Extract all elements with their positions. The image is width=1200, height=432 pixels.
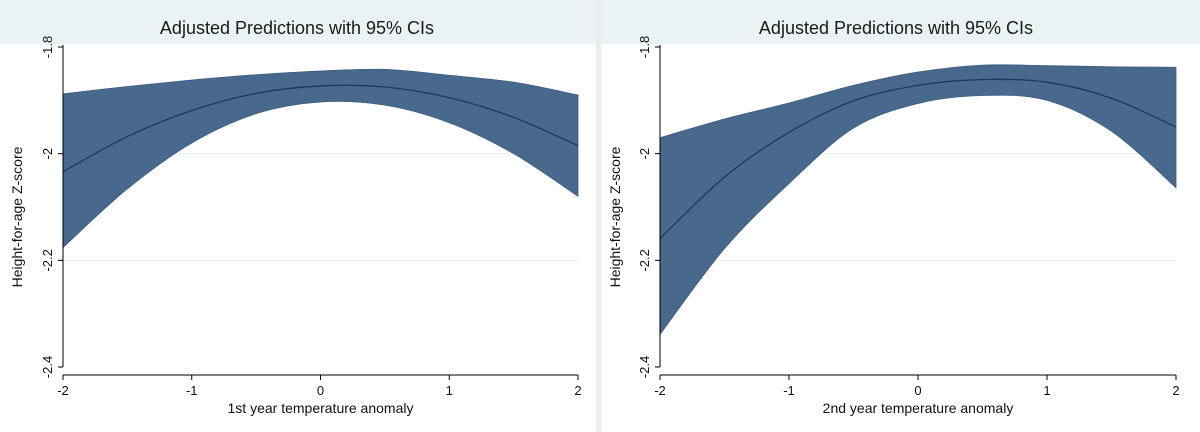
x-tick-label: 0	[914, 383, 921, 398]
x-tick-label: -2	[57, 383, 69, 398]
prediction-line	[62, 84, 579, 173]
title-band	[601, 0, 1200, 44]
x-tick-label: 2	[1172, 383, 1179, 398]
y-tick-label: -2.2	[637, 249, 652, 271]
y-tick-label: -1.8	[40, 36, 55, 58]
x-tick-label: 1	[1043, 383, 1050, 398]
y-tick-label: -2.4	[40, 356, 55, 378]
x-tick-label: -2	[654, 383, 666, 398]
y-tick-label: -1.8	[637, 36, 652, 58]
confidence-band	[62, 68, 579, 249]
x-tick-label: 0	[317, 383, 324, 398]
x-tick-label: -1	[186, 383, 198, 398]
prediction-line	[659, 78, 1177, 239]
y-axis-label: Height-for-age Z-score	[607, 146, 623, 287]
chart-title: Adjusted Predictions with 95% CIs	[759, 18, 1033, 38]
chart-panel-1: -2.4 -2.2 -2 -1.8 -2 -1 0 1 2 Adjusted Prediction…	[0, 0, 596, 432]
x-tick-label: 2	[574, 383, 581, 398]
x-tick-label: -1	[783, 383, 795, 398]
title-band	[0, 0, 596, 44]
chart-title: Adjusted Predictions with 95% CIs	[160, 18, 434, 38]
y-tick-label: -2	[40, 148, 55, 160]
x-axis-label: 1st year temperature anomaly	[228, 400, 414, 416]
x-axis-label: 2nd year temperature anomaly	[823, 400, 1014, 416]
y-axis-label: Height-for-age Z-score	[9, 146, 25, 287]
y-tick-label: -2.4	[637, 356, 652, 378]
chart-panel-2: -2.4 -2.2 -2 -1.8 -2 -1 0 1 2 Adjusted Prediction…	[601, 0, 1200, 432]
y-tick-label: -2.2	[40, 249, 55, 271]
x-tick-label: 1	[446, 383, 453, 398]
y-tick-label: -2	[637, 148, 652, 160]
